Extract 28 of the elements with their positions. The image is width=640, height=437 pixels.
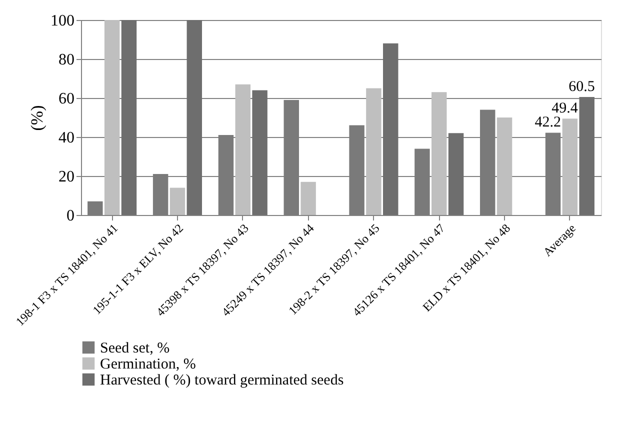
y-tick-label: 20 [58, 168, 74, 186]
data-label: 60.5 [568, 79, 595, 96]
y-tick-label: 60 [58, 90, 74, 108]
bar [300, 182, 316, 215]
legend-label: Harvested ( %) toward germinated seeds [100, 372, 344, 388]
y-tick-label: 80 [58, 52, 74, 68]
legend-label: Seed set, % [100, 340, 170, 356]
legend-label: Germination, % [100, 356, 196, 372]
bar [170, 188, 186, 215]
y-tick-label: 0 [66, 208, 74, 224]
bar [579, 97, 594, 215]
bar [186, 20, 202, 215]
bar [496, 118, 512, 215]
y-axis-title: (%) [28, 105, 46, 131]
bar [121, 20, 137, 215]
bar [366, 88, 382, 215]
y-tick-label: 40 [58, 130, 74, 146]
bar [562, 118, 578, 215]
bar [104, 20, 120, 215]
bar [235, 84, 250, 215]
bar [432, 92, 447, 215]
bar [88, 201, 103, 215]
bar [383, 43, 398, 215]
data-label: 49.4 [552, 100, 578, 117]
data-label: 42.2 [534, 114, 562, 131]
y-tick-label: 100 [50, 12, 74, 30]
bar [448, 133, 464, 215]
bar [252, 90, 268, 215]
